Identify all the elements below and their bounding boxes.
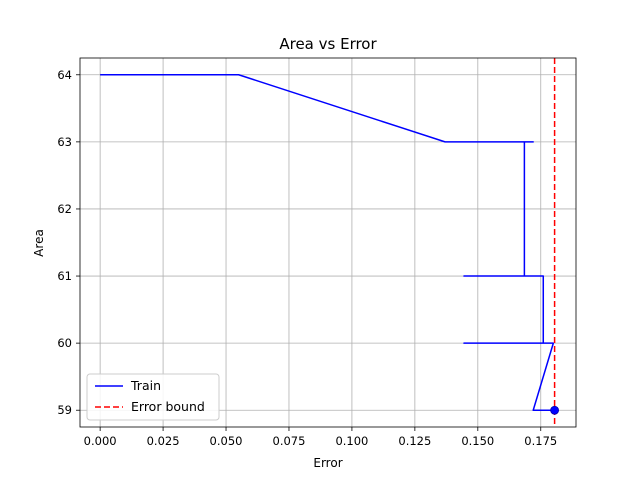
y-tick-label: 61 bbox=[57, 269, 72, 283]
x-tick-label: 0.100 bbox=[335, 434, 368, 448]
x-tick-label: 0.175 bbox=[524, 434, 557, 448]
axes: 0.000 0.025 0.050 0.075 0.100 0.125 0.150 0.175… bbox=[57, 57, 577, 448]
series-layer bbox=[100, 58, 559, 427]
y-tick-label: 59 bbox=[57, 403, 72, 417]
legend: Train Error bound bbox=[86, 373, 220, 421]
legend-entry-label: Train bbox=[130, 378, 161, 393]
final-point-marker bbox=[550, 405, 559, 415]
x-axis-label: Error bbox=[313, 456, 342, 470]
train-line bbox=[100, 74, 555, 411]
x-tick-label: 0.025 bbox=[147, 434, 180, 448]
y-tick-label: 62 bbox=[57, 202, 72, 216]
chart-title: Area vs Error bbox=[279, 35, 377, 53]
x-tick-label: 0.125 bbox=[398, 434, 431, 448]
y-tick-label: 64 bbox=[57, 68, 72, 82]
plot-frame bbox=[79, 57, 577, 428]
x-tick-label: 0.050 bbox=[210, 434, 243, 448]
x-tick-label: 0.075 bbox=[273, 434, 306, 448]
y-tick-label: 63 bbox=[57, 135, 72, 149]
x-tick-label: 0.000 bbox=[84, 434, 117, 448]
y-axis-label: Area bbox=[32, 229, 46, 257]
x-tick-label: 0.150 bbox=[461, 434, 494, 448]
legend-entry-label: Error bound bbox=[131, 399, 205, 414]
y-tick-label: 60 bbox=[57, 336, 72, 350]
